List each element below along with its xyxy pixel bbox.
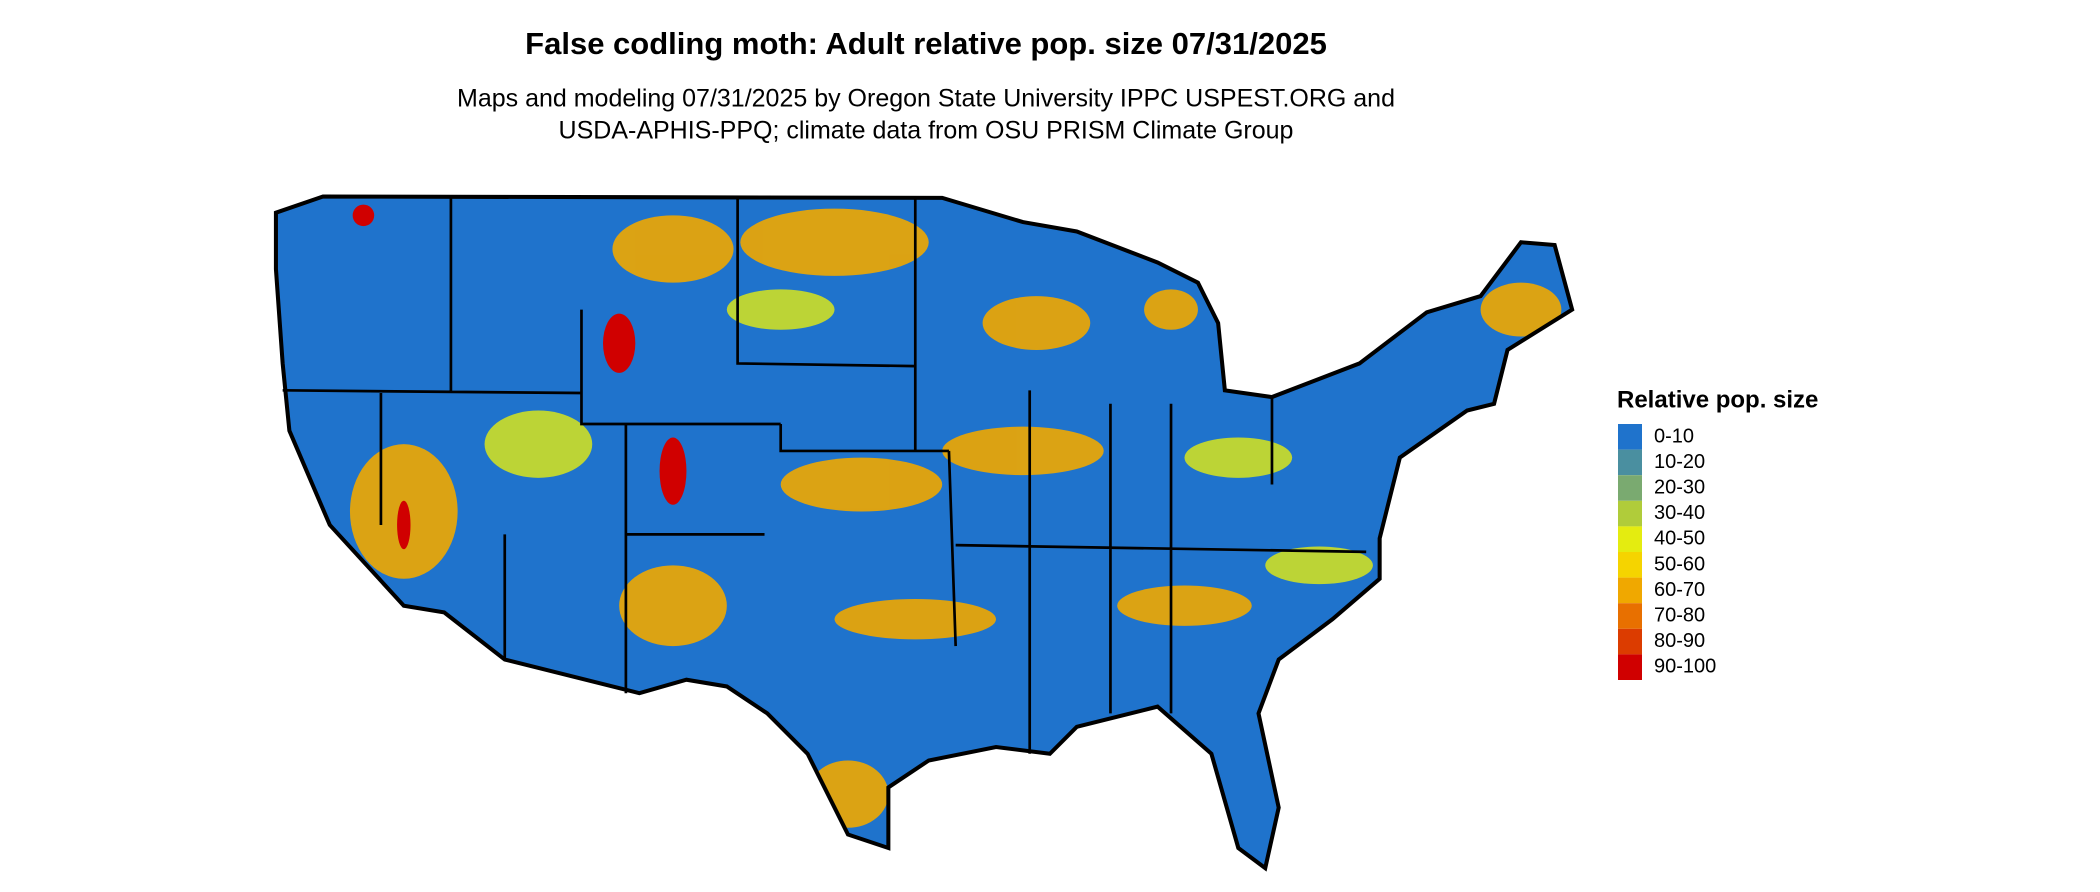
legend-label: 50-60: [1654, 553, 1705, 575]
legend: 0-10 10-20 20-30 30-40 40-50 50-60 60-70 70-80 8…: [1618, 424, 1716, 680]
map-outline: [273, 194, 1575, 872]
legend-label: 60-70: [1654, 579, 1705, 601]
legend-swatch: [1618, 526, 1642, 552]
legend-swatch: [1618, 603, 1642, 629]
map-fill: [275, 196, 1573, 869]
legend-swatch: [1618, 424, 1642, 450]
legend-swatch: [1618, 449, 1642, 476]
title: False codling moth: Adult relative pop. …: [525, 26, 1327, 61]
legend-swatch: [1618, 654, 1642, 680]
legend-label: 90-100: [1654, 656, 1716, 678]
legend-label: 40-50: [1654, 528, 1705, 550]
legend-label: 80-90: [1654, 630, 1705, 652]
legend-label: 10-20: [1654, 451, 1705, 473]
legend-label: 70-80: [1654, 604, 1705, 626]
legend-label: 30-40: [1654, 502, 1705, 524]
subtitle-line: USDA-APHIS-PPQ; climate data from OSU PR…: [559, 117, 1294, 145]
state-borders: [282, 197, 1367, 754]
legend-swatch: [1618, 628, 1642, 655]
legend-swatch: [1618, 552, 1642, 578]
subtitle-line: Maps and modeling 07/31/2025 by Oregon S…: [457, 85, 1395, 113]
legend-label: 0-10: [1654, 425, 1694, 447]
legend-swatch: [1618, 500, 1642, 527]
legend-swatch: [1618, 577, 1642, 604]
us-map: [273, 194, 1575, 872]
legend-label: 20-30: [1654, 476, 1705, 498]
legend-swatch: [1618, 475, 1642, 501]
legend-title: Relative pop. size: [1617, 386, 1818, 413]
